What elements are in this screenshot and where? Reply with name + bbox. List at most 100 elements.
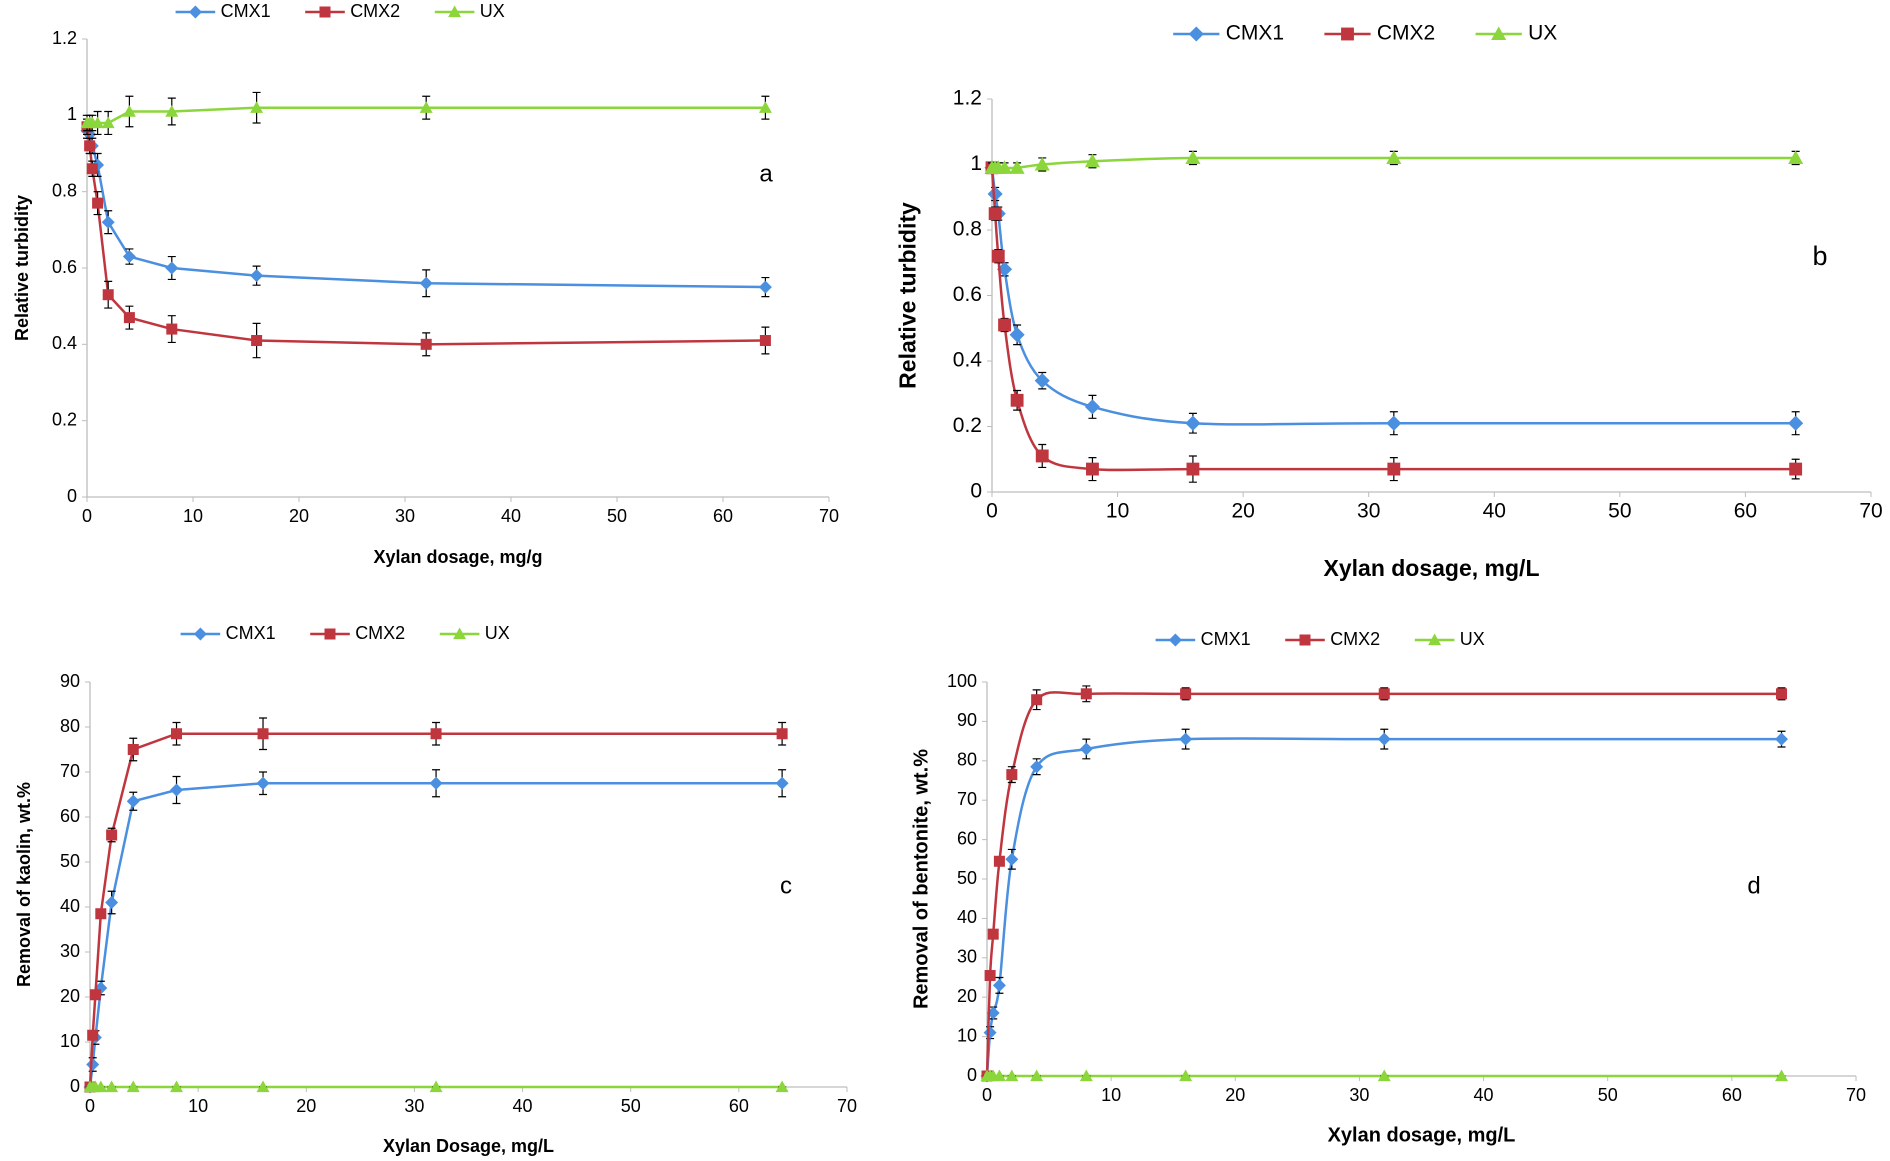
data-point [987, 928, 999, 940]
x-axis-title: Xylan dosage, mg/L [1324, 555, 1540, 581]
data-point [1009, 327, 1025, 343]
data-point [419, 276, 433, 290]
y-tick-label: 80 [957, 750, 977, 770]
y-tick-label: 70 [957, 789, 977, 809]
data-point [257, 728, 269, 740]
y-tick-label: 70 [60, 761, 80, 781]
data-point [429, 776, 443, 790]
x-tick-label: 70 [837, 1096, 857, 1116]
panel-label: c [780, 872, 792, 899]
y-tick-label: 0 [67, 486, 77, 506]
data-point [1377, 1069, 1391, 1082]
x-axis-title: Xylan Dosage, mg/L [383, 1136, 554, 1156]
data-point [988, 207, 1002, 221]
legend-label: UX [480, 1, 505, 21]
series-line [88, 732, 783, 1088]
legend-label: CMX1 [1201, 629, 1251, 649]
data-point [1034, 156, 1050, 171]
x-tick-label: 30 [1349, 1085, 1369, 1105]
series-line [985, 691, 1782, 1077]
x-tick-label: 30 [1357, 500, 1380, 523]
x-tick-label: 10 [1101, 1085, 1121, 1105]
data-point [430, 728, 442, 740]
data-point [1775, 732, 1788, 746]
x-tick-label: 40 [501, 506, 521, 526]
x-tick-label: 70 [1846, 1085, 1866, 1105]
data-point [1079, 1069, 1093, 1082]
x-tick-label: 40 [1474, 1085, 1494, 1105]
data-point [1005, 1069, 1019, 1082]
y-tick-label: 0.8 [953, 218, 982, 241]
y-tick-label: 0.4 [52, 333, 77, 353]
data-point [87, 1029, 99, 1041]
data-point [123, 312, 135, 324]
series-line [85, 129, 766, 289]
x-tick-label: 30 [404, 1096, 424, 1116]
x-tick-label: 60 [713, 506, 733, 526]
x-tick-label: 40 [513, 1096, 533, 1116]
data-point [250, 101, 264, 113]
data-point [250, 269, 264, 283]
legend-marker [1299, 634, 1311, 646]
y-tick-label: 0.6 [953, 283, 982, 306]
y-tick-label: 100 [947, 671, 977, 691]
data-point [1788, 415, 1804, 431]
series-line [85, 126, 766, 346]
data-point [420, 338, 432, 350]
data-point [1030, 1069, 1044, 1082]
x-tick-label: 20 [289, 506, 309, 526]
x-axis-title: Xylan dosage, mg/L [1328, 1124, 1516, 1146]
data-point [1788, 150, 1804, 164]
y-tick-label: 80 [60, 716, 80, 736]
data-point [1084, 399, 1101, 415]
data-point [1079, 742, 1093, 756]
data-point [170, 783, 183, 797]
legend-label: UX [1528, 22, 1557, 45]
data-point [1185, 150, 1201, 164]
data-point [126, 1080, 140, 1093]
x-tick-label: 50 [607, 506, 627, 526]
chart-panel: 0 0.2 0.4 0.6 0.8 1 1.2 0 10 20 30 40 50 60 70 Xylan do… [12, 1, 839, 567]
data-point [776, 728, 788, 740]
data-point [1010, 393, 1024, 407]
y-tick-label: 90 [957, 710, 977, 730]
legend-marker [319, 6, 331, 18]
x-tick-label: 20 [1225, 1085, 1245, 1105]
y-tick-label: 0.2 [953, 414, 982, 437]
data-point [992, 1069, 1006, 1082]
legend-marker [1491, 26, 1507, 41]
y-tick-label: 40 [957, 907, 977, 927]
data-point [86, 1058, 100, 1071]
data-point [1005, 852, 1019, 866]
y-axis-title: Removal of kaolin, wt.% [14, 782, 34, 987]
data-point [991, 249, 1005, 263]
x-tick-label: 0 [986, 500, 998, 523]
x-tick-label: 30 [395, 506, 415, 526]
y-tick-label: 0 [970, 480, 982, 503]
data-point [1185, 415, 1201, 431]
data-point [122, 250, 136, 264]
legend-marker [1188, 26, 1204, 42]
y-tick-label: 1 [67, 104, 77, 124]
y-tick-label: 50 [60, 851, 80, 871]
data-point [105, 1080, 119, 1093]
data-point [983, 1026, 997, 1040]
data-point [1179, 732, 1193, 746]
data-point [126, 794, 140, 808]
data-point [1378, 688, 1390, 700]
legend-label: CMX1 [226, 623, 276, 643]
legend-label: CMX2 [1330, 629, 1380, 649]
y-axis-title: Relative turbidity [12, 195, 32, 341]
panel-label: a [759, 160, 773, 187]
legend-marker [453, 627, 467, 640]
data-point [1035, 449, 1049, 463]
data-point [86, 163, 98, 175]
data-point [1030, 760, 1044, 774]
data-point [102, 289, 114, 301]
x-tick-label: 60 [729, 1096, 749, 1116]
legend-label: CMX2 [355, 623, 405, 643]
x-tick-label: 10 [1106, 500, 1129, 523]
y-tick-label: 1.2 [953, 87, 982, 110]
data-point [105, 896, 119, 909]
data-point [106, 829, 118, 841]
